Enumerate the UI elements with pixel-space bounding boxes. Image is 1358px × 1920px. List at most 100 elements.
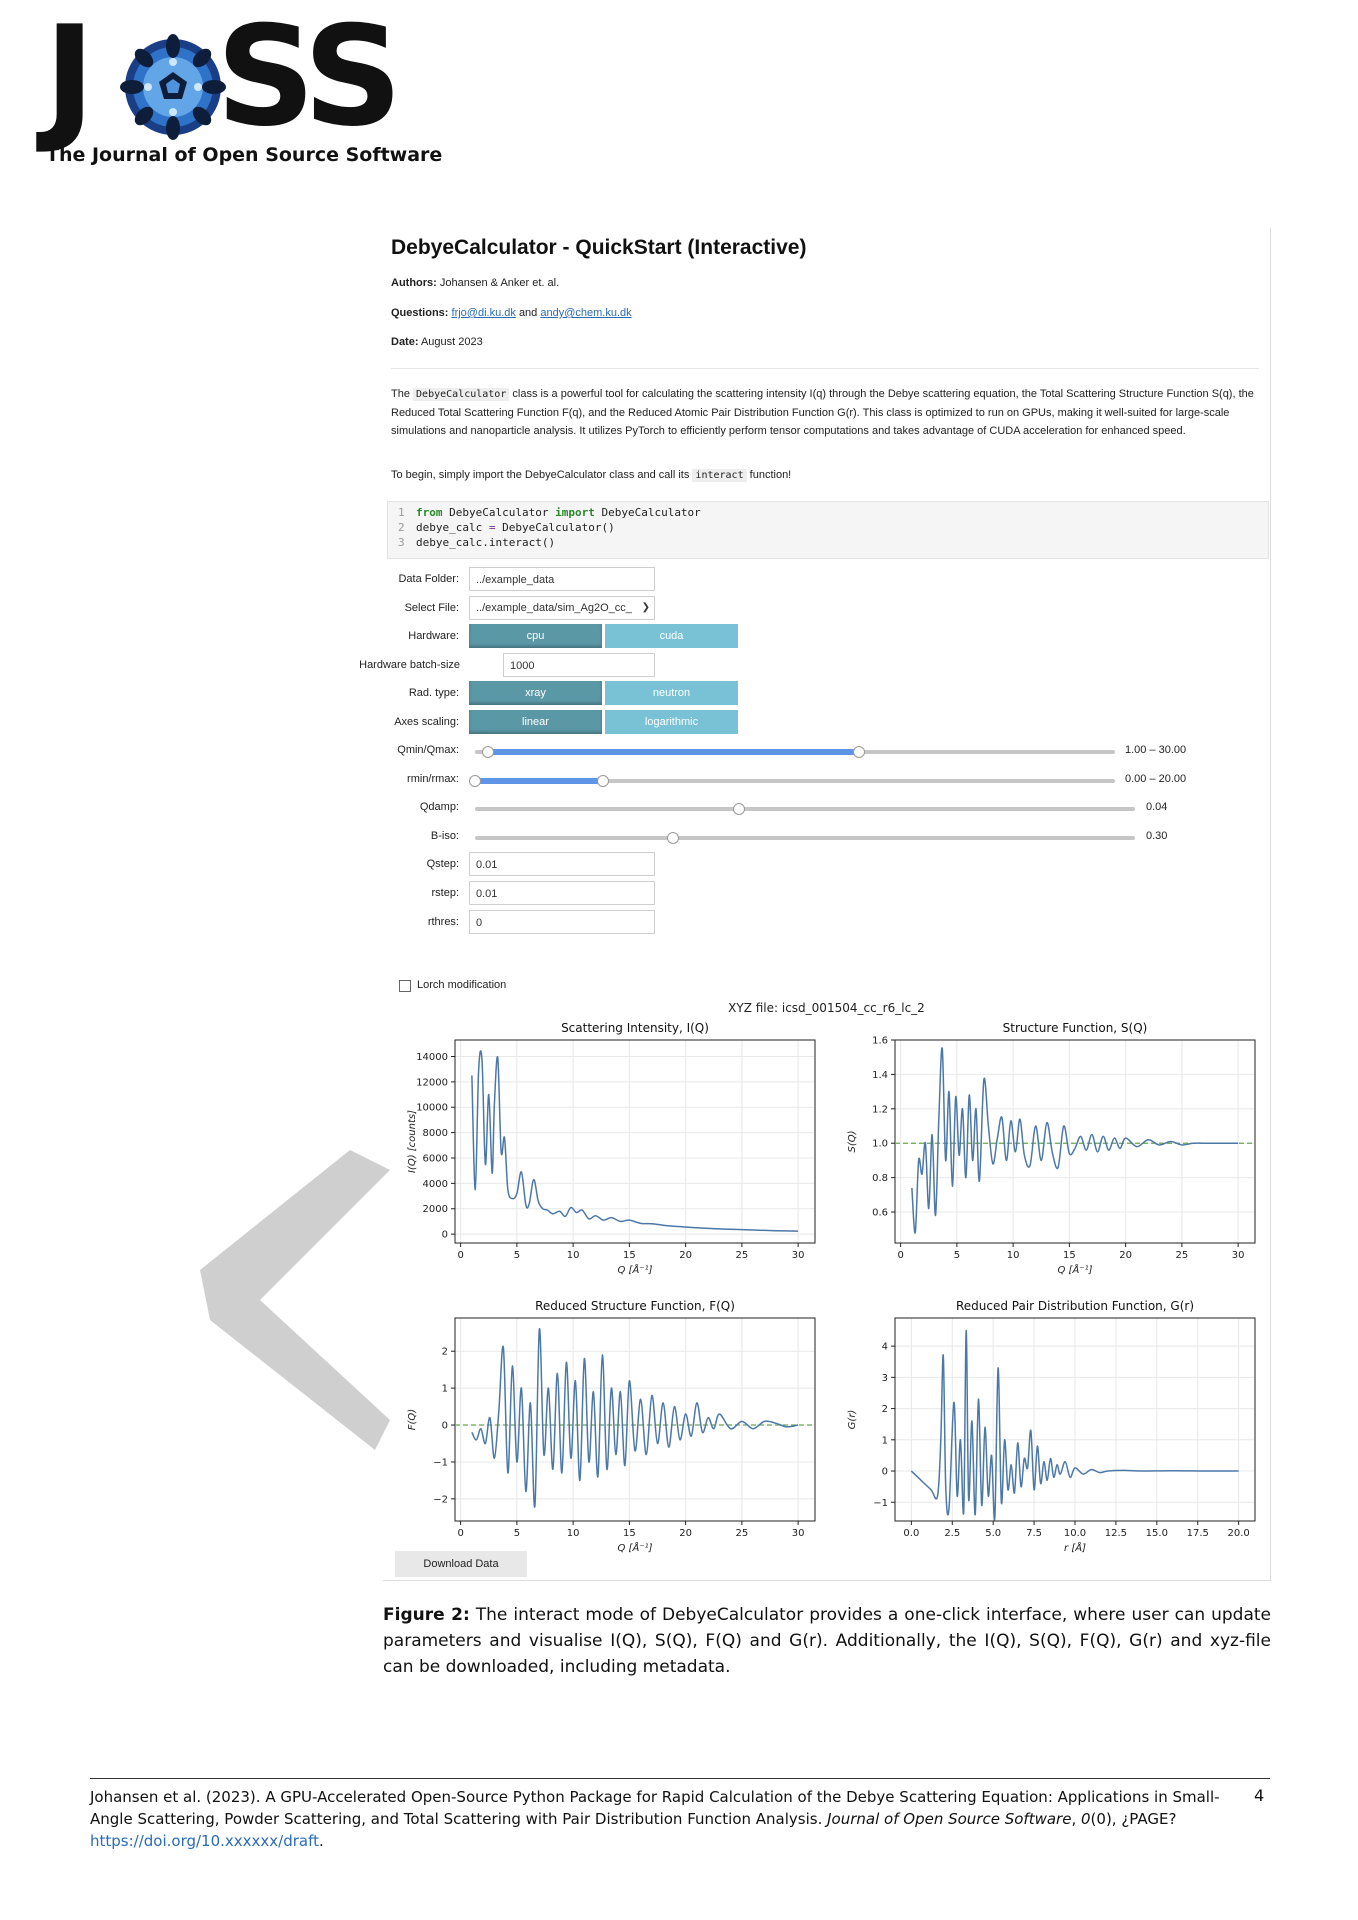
chart-svg: 0 5 10 15 20 25 30 −2 −1 0 1 2 Reduced Structure Fun… (407, 1299, 816, 1554)
figure-caption: Figure 2: The interact mode of DebyeCalc… (383, 1602, 1271, 1680)
x-tick-label: 5.0 (985, 1528, 1001, 1539)
qmax-handle[interactable] (853, 746, 865, 758)
x-tick-label: 0.0 (903, 1528, 919, 1539)
y-tick-label: 1.4 (872, 1070, 888, 1081)
rad-type-xray-button[interactable]: xray (469, 681, 602, 705)
rmin-handle[interactable] (469, 775, 481, 787)
figure-suptitle: XYZ file: icsd_001504_cc_r6_lc_2 (728, 1001, 925, 1015)
y-axis-label: I(Q) [counts] (407, 1110, 418, 1173)
hardware-cuda-button[interactable]: cuda (605, 624, 738, 648)
x-tick-label: 15 (623, 1528, 636, 1539)
plot-pdf: 0.0 2.5 5.0 7.5 10.0 12.5 15.0 17.5 20.0 −1 0 1 2 3 4 R… (823, 1296, 1268, 1566)
rmax-handle[interactable] (597, 775, 609, 787)
y-tick-label: 0.8 (872, 1173, 888, 1184)
x-axis-label: r [Å] (1064, 1541, 1086, 1554)
batch-size-label: Hardware batch-size (359, 659, 460, 671)
y-axis-label: G(r) (847, 1410, 858, 1430)
hardware-cpu-button[interactable]: cpu (469, 624, 602, 648)
x-axis-label: Q [Å⁻¹] (1058, 1263, 1093, 1276)
citation-footer: Johansen et al. (2023). A GPU-Accelerate… (90, 1786, 1250, 1852)
code-line-1: 1 from DebyeCalculator import DebyeCalcul… (398, 506, 701, 519)
code-line-2: 2 debye_calc = DebyeCalculator() (398, 521, 615, 534)
y-axis-label: F(Q) (407, 1409, 418, 1430)
questions-line: Questions: frjo@di.ku.dk and andy@chem.k… (391, 307, 632, 319)
qdamp-value: 0.04 (1146, 801, 1168, 813)
y-tick-label: 2 (442, 1347, 448, 1358)
rstep-input[interactable]: 0.01 (469, 881, 655, 905)
date-value: August 2023 (420, 336, 483, 348)
biso-track (475, 836, 1135, 840)
rad-type-label: Rad. type: (408, 687, 459, 699)
y-tick-label: 8000 (423, 1128, 448, 1139)
journal-name: Journal of Open Source Software (827, 1810, 1072, 1828)
series-line (911, 1047, 1239, 1234)
qminmax-label: Qmin/Qmax: (397, 744, 459, 756)
batch-size-input[interactable]: 1000 (503, 653, 655, 677)
rminmax-track (475, 779, 1115, 783)
chart-svg: 0 5 10 15 20 25 30 0 2000 4000 6000 8000 10000 12000 1… (407, 1021, 816, 1276)
y-tick-label: 6000 (423, 1153, 448, 1164)
biso-handle[interactable] (667, 832, 679, 844)
x-tick-label: 7.5 (1026, 1528, 1042, 1539)
x-tick-label: 10.0 (1064, 1528, 1086, 1539)
x-tick-label: 30 (1232, 1250, 1245, 1261)
y-tick-label: 0 (882, 1467, 888, 1478)
x-tick-label: 15 (623, 1250, 636, 1261)
code-cell[interactable]: 1 from DebyeCalculator import DebyeCalcul… (387, 501, 1269, 559)
citation-text: Johansen et al. (2023). A GPU-Accelerate… (90, 1788, 1220, 1828)
code-line-3: 3 debye_calc.interact() (398, 536, 556, 549)
rminmax-value: 0.00 – 20.00 (1125, 773, 1187, 785)
figure-screenshot: DebyeCalculator - QuickStart (Interactiv… (359, 228, 1271, 1581)
select-file-dropdown[interactable]: ../example_data/sim_Ag2O_cc_ ❯ (469, 596, 655, 620)
axes-logarithmic-button[interactable]: logarithmic (605, 710, 738, 734)
email-link-2[interactable]: andy@chem.ku.dk (540, 307, 632, 319)
email-link-1[interactable]: frjo@di.ku.dk (451, 307, 516, 319)
y-tick-label: 12000 (416, 1077, 448, 1088)
axes-scaling-label: Axes scaling: (394, 716, 459, 728)
rthres-input[interactable]: 0 (469, 910, 655, 934)
qmin-handle[interactable] (481, 746, 494, 758)
caption-text: The interact mode of DebyeCalculator pro… (383, 1605, 1271, 1677)
series-line (471, 1050, 799, 1232)
y-tick-label: 4000 (423, 1179, 448, 1190)
qstep-input[interactable]: 0.01 (469, 852, 655, 876)
para2-post: function! (749, 469, 792, 481)
chart-title: Reduced Pair Distribution Function, G(r) (956, 1299, 1194, 1313)
qdamp-label: Qdamp: (419, 801, 459, 813)
date-line: Date: August 2023 (391, 336, 483, 348)
plot-reduced-structure-function: 0 5 10 15 20 25 30 −2 −1 0 1 2 Reduced Structure Fun… (383, 1296, 828, 1566)
x-tick-label: 30 (792, 1250, 805, 1261)
volume: 0 (1081, 1810, 1091, 1828)
axes-frame (894, 1039, 1256, 1244)
divider (391, 368, 1259, 369)
chart-title: Structure Function, S(Q) (1003, 1021, 1148, 1035)
data-folder-input[interactable]: ../example_data (469, 567, 655, 591)
y-tick-label: 1.0 (872, 1139, 888, 1150)
instruction-paragraph: To begin, simply import the DebyeCalcula… (391, 466, 1263, 485)
x-tick-label: 20 (679, 1250, 692, 1261)
chart-svg: 0 5 10 15 20 25 30 0.6 0.8 1.0 1.2 1.4 1.6 Structure … (847, 1021, 1256, 1276)
doi-link[interactable]: https://doi.org/10.xxxxxx/draft (90, 1832, 320, 1850)
citation-comma: , (1071, 1810, 1077, 1828)
rthres-label: rthres: (427, 916, 459, 928)
qdamp-handle[interactable] (733, 803, 745, 815)
lorch-label: Lorch modification (417, 979, 507, 991)
para1-pre: The (391, 388, 410, 400)
y-tick-label: 1.2 (872, 1104, 888, 1115)
y-tick-label: −1 (433, 1457, 448, 1468)
y-tick-label: 10000 (416, 1103, 448, 1114)
x-axis-label: Q [Å⁻¹] (618, 1263, 653, 1276)
x-tick-label: 5 (514, 1528, 520, 1539)
qminmax-fill (487, 749, 859, 755)
download-data-button[interactable]: Download Data (395, 1551, 527, 1577)
para1-code: DebyeCalculator (413, 388, 510, 401)
lorch-checkbox[interactable] (399, 980, 411, 992)
axes-linear-button[interactable]: linear (469, 710, 602, 734)
x-tick-label: 30 (792, 1528, 805, 1539)
x-tick-label: 20 (1119, 1250, 1132, 1261)
x-tick-label: 20 (679, 1528, 692, 1539)
y-tick-label: 0.6 (872, 1208, 888, 1219)
x-tick-label: 0 (457, 1528, 463, 1539)
y-tick-label: 1 (882, 1435, 888, 1446)
rad-type-neutron-button[interactable]: neutron (605, 681, 738, 705)
